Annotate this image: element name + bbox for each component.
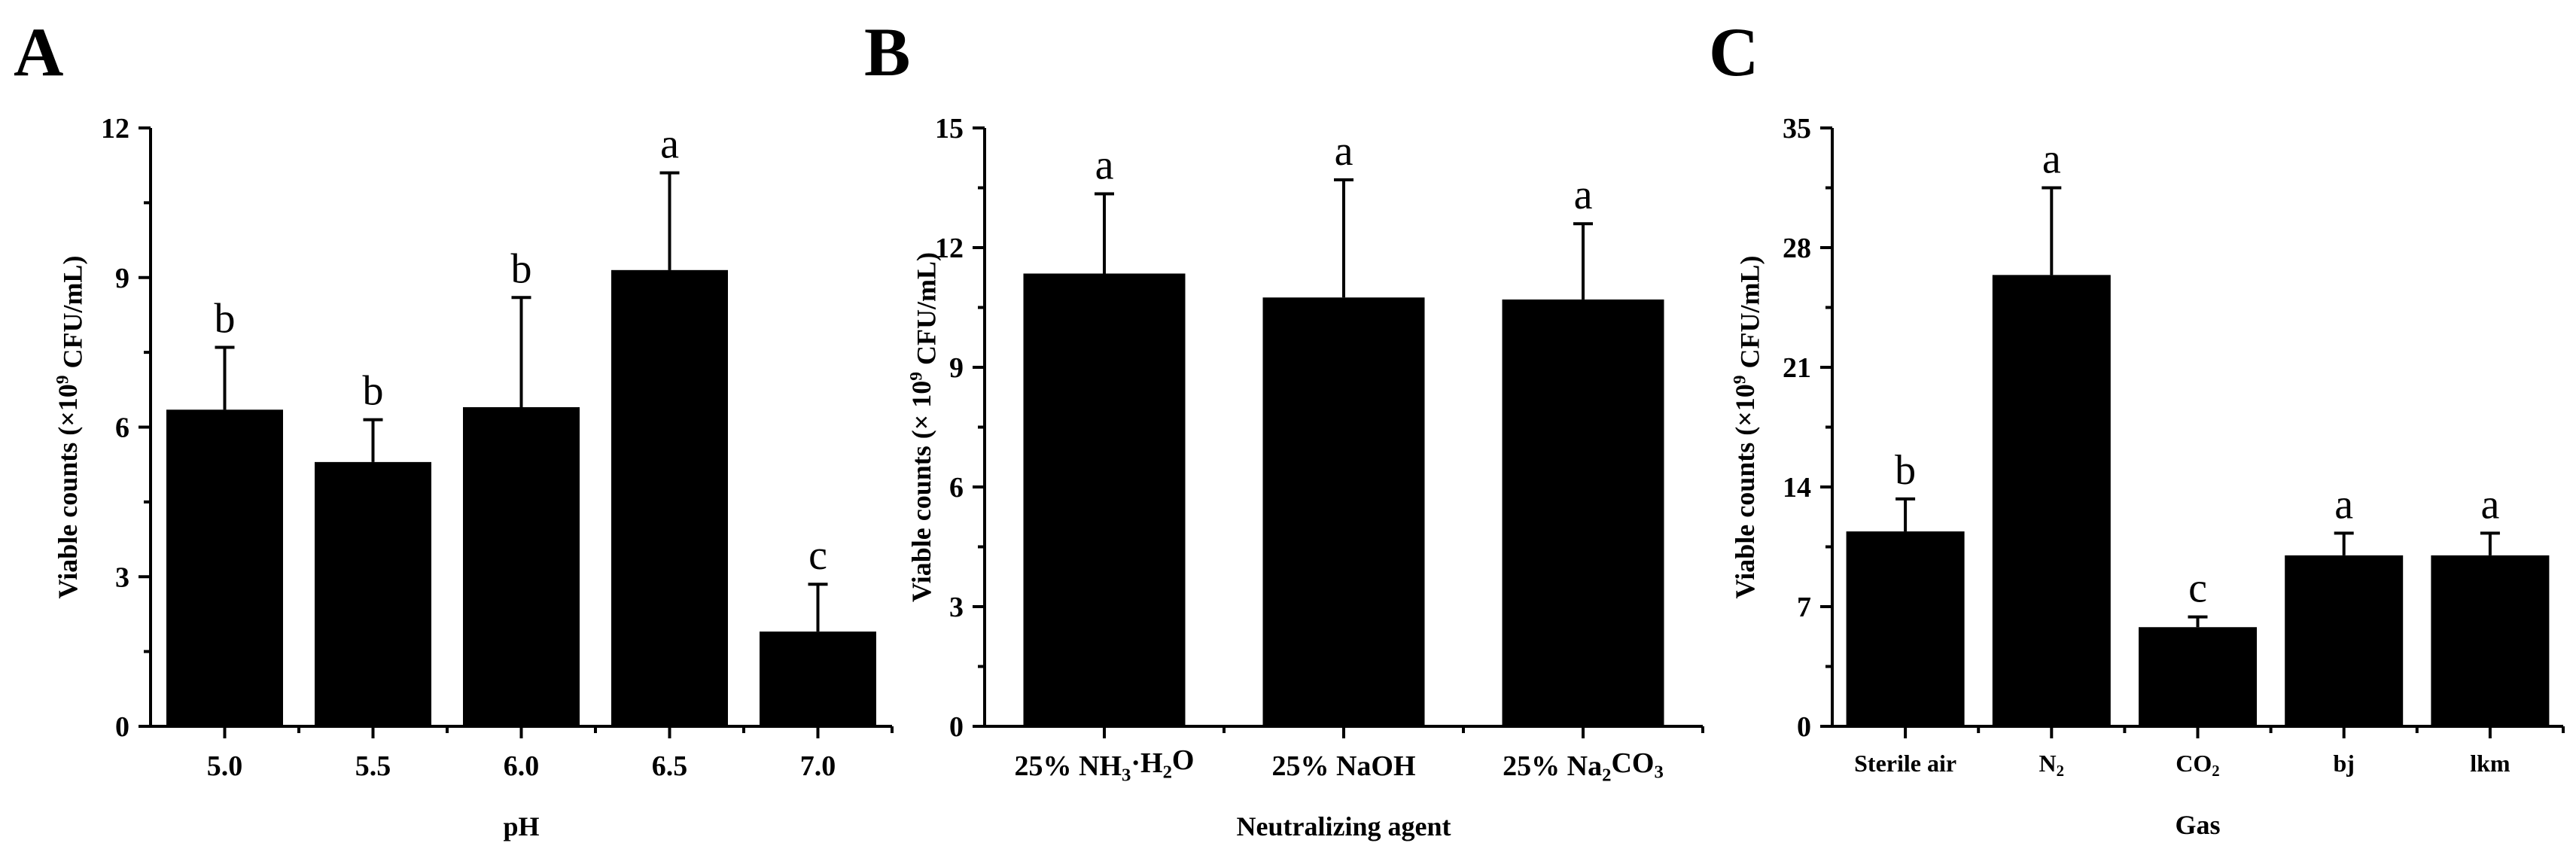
x-tick-label: 6.0 <box>504 750 540 782</box>
significance-label: b <box>1895 447 1916 494</box>
y-tick-label: 9 <box>949 352 964 384</box>
chart-panel-a: Ab b b a c 0 3 6 9 12 5.0 5.5 6.0 6.5 7.0 pH Viable coun… <box>14 14 894 841</box>
y-axis-title: Viable counts (× 109​ CFU/mL) <box>906 252 941 602</box>
significance-label: b <box>511 245 532 292</box>
x-tick-label: 6.5 <box>652 750 688 782</box>
chart-panel-b: Ba a a 0 3 6 9 12 15 25% NH3​·H2​O 25% NaOH 25% Na2… <box>864 14 1704 841</box>
bar <box>1023 273 1186 726</box>
x-tick-label: CO2​ <box>2176 750 2219 780</box>
y-tick-label: 3 <box>949 592 964 623</box>
bar <box>463 407 580 726</box>
chart-panel-c: Cb a c a a 0 7 14 21 28 35 Sterile air N2​ CO2​ bj lkm G… <box>1709 14 2565 840</box>
x-tick-label: Sterile air <box>1854 750 1956 777</box>
significance-label: a <box>2480 481 2499 528</box>
x-axis-title: Neutralizing agent <box>1237 811 1451 841</box>
panel-letter: C <box>1709 14 1758 90</box>
significance-label: a <box>1095 142 1114 188</box>
bar <box>166 409 283 726</box>
y-tick-label: 0 <box>1797 711 1811 743</box>
bar <box>1846 531 1965 726</box>
significance-label: b <box>363 368 384 415</box>
y-tick-label: 12 <box>101 113 129 145</box>
y-tick-label: 6 <box>115 412 129 444</box>
panel-letter: A <box>14 14 63 90</box>
y-tick-label: 7 <box>1797 592 1811 623</box>
y-axis-title: Viable counts (×109​ CFU/mL) <box>53 256 87 599</box>
bar <box>315 461 431 726</box>
panel-letter: B <box>864 14 910 90</box>
x-axis-title: Gas <box>2175 810 2220 840</box>
x-tick-label: 25% Na2​CO3​ <box>1503 747 1664 785</box>
x-tick-label: 5.0 <box>207 750 243 782</box>
bar <box>2431 555 2550 726</box>
y-tick-label: 35 <box>1783 113 1811 145</box>
x-tick-label: bj <box>2333 750 2354 777</box>
y-tick-label: 0 <box>949 711 964 743</box>
bar <box>2139 627 2257 726</box>
bar <box>760 631 876 726</box>
x-tick-label: N2​ <box>2039 750 2065 780</box>
x-tick-label: 25% NH3​·H2​O <box>1015 744 1195 785</box>
significance-label: a <box>1574 172 1593 218</box>
y-tick-label: 21 <box>1783 352 1811 384</box>
significance-label: b <box>215 296 236 342</box>
significance-label: a <box>2042 136 2061 183</box>
bar <box>611 269 728 726</box>
y-tick-label: 28 <box>1783 233 1811 264</box>
x-tick-label: 7.0 <box>800 750 836 782</box>
significance-label: a <box>1335 128 1353 175</box>
y-tick-label: 12 <box>935 233 964 264</box>
bar <box>1992 275 2111 726</box>
bar <box>1502 299 1664 726</box>
x-axis-title: pH <box>503 811 539 841</box>
significance-label: a <box>2334 481 2353 528</box>
significance-label: c <box>808 532 827 579</box>
bar <box>1262 297 1425 726</box>
y-tick-label: 15 <box>935 113 964 145</box>
y-tick-label: 9 <box>115 263 129 294</box>
significance-label: c <box>2188 565 2207 612</box>
y-tick-label: 0 <box>115 711 129 743</box>
x-tick-label: 5.5 <box>355 750 391 782</box>
y-tick-label: 14 <box>1783 472 1811 504</box>
significance-label: a <box>660 121 679 168</box>
bar <box>2285 555 2404 726</box>
y-axis-title: Viable counts (×109​ CFU/mL) <box>1730 256 1765 599</box>
y-tick-label: 3 <box>115 561 129 593</box>
x-tick-label: 25% NaOH <box>1271 750 1415 782</box>
y-tick-label: 6 <box>949 472 964 504</box>
x-tick-label: lkm <box>2470 750 2511 777</box>
